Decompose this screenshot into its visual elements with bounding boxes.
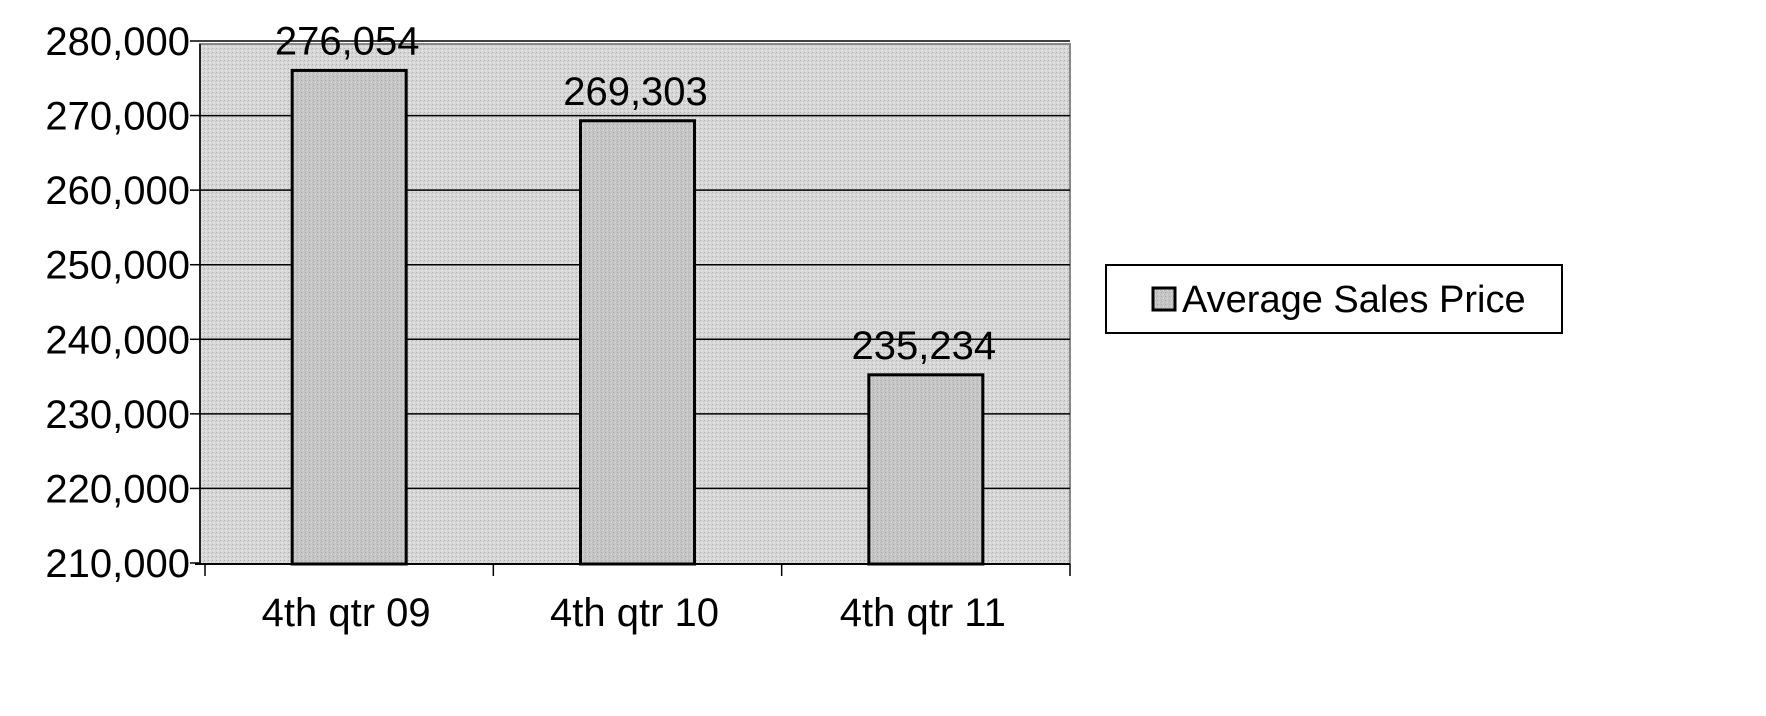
- bars: [290, 68, 985, 566]
- bar: [867, 373, 985, 566]
- data-labels: 276,054 269,303 235,234: [275, 19, 996, 367]
- x-axis: 4th qtr 09 4th qtr 10 4th qtr 11: [195, 563, 1071, 635]
- legend-swatch: [1151, 286, 1177, 312]
- bar-data-label: 269,303: [563, 70, 708, 114]
- legend-box: [1105, 264, 1563, 334]
- x-tick-label: 4th qtr 09: [262, 591, 431, 635]
- y-tick-label: 250,000: [45, 244, 190, 288]
- y-tick-label: 210,000: [45, 542, 190, 586]
- x-tick-label: 4th qtr 11: [840, 591, 1006, 635]
- bar: [290, 68, 408, 566]
- bar-data-label: 276,054: [275, 19, 420, 63]
- y-tick-label: 260,000: [45, 169, 190, 213]
- bar: [579, 119, 696, 566]
- x-tick-label: 4th qtr 10: [550, 591, 719, 635]
- y-tick-label: 270,000: [45, 95, 190, 139]
- bar-data-label: 235,234: [852, 324, 997, 368]
- y-tick-label: 220,000: [45, 467, 190, 511]
- y-tick-label: 230,000: [45, 393, 190, 437]
- legend-label: Average Sales Price: [1182, 279, 1526, 321]
- y-tick-label: 240,000: [45, 318, 190, 362]
- y-tick-label: 280,000: [45, 20, 190, 64]
- y-axis: 210,000 220,000 230,000 240,000 250,000 260,0…: [45, 20, 201, 586]
- legend: Average Sales Price: [1105, 264, 1563, 334]
